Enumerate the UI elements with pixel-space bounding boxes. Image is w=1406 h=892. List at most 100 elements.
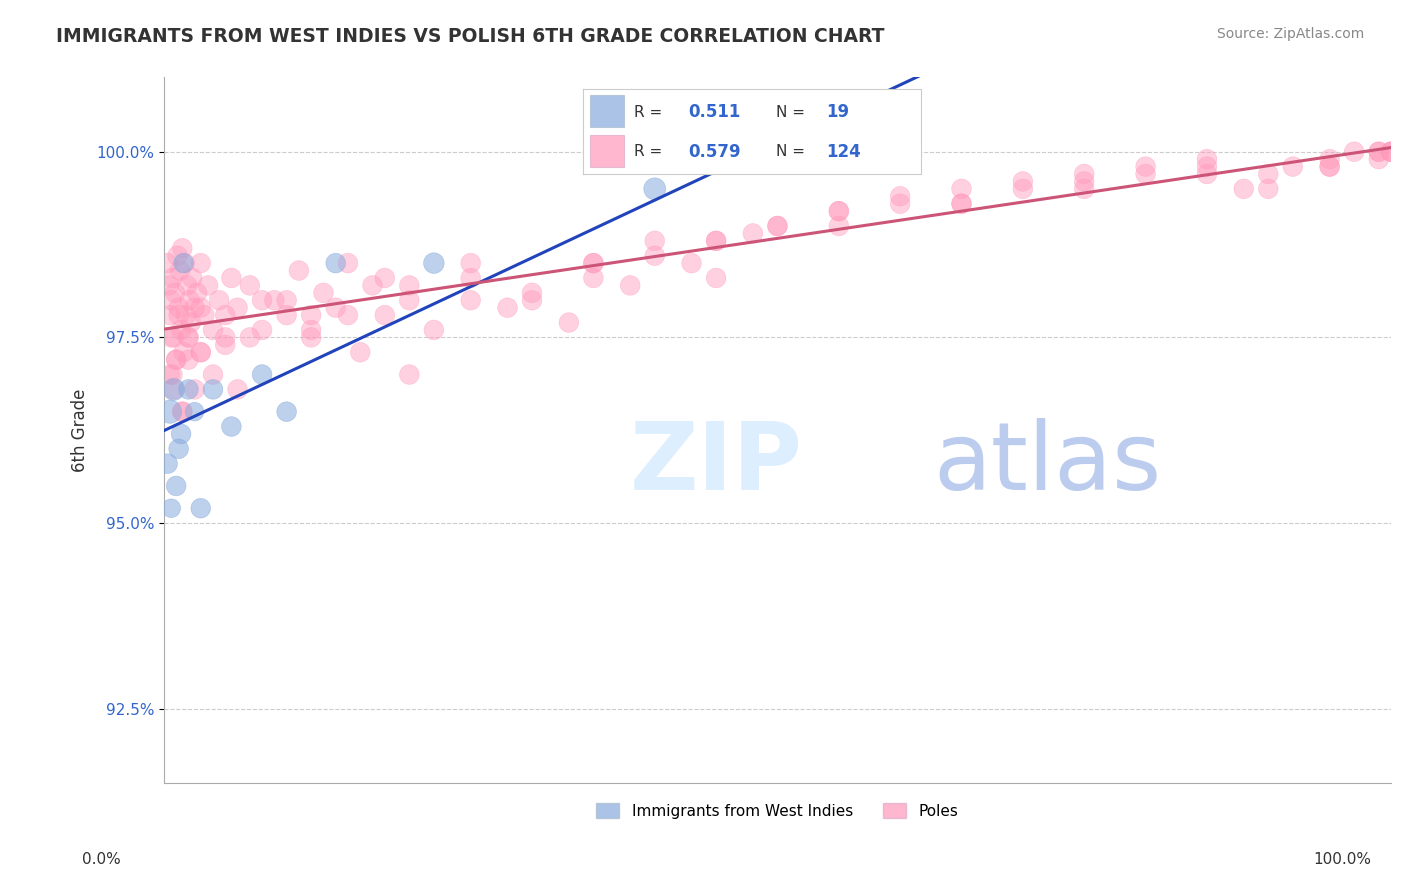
Point [1233, 182, 1256, 196]
Point [276, 308, 298, 322]
Point [169, 263, 191, 277]
Point [741, 227, 763, 241]
Legend: Immigrants from West Indies, Poles: Immigrants from West Indies, Poles [591, 797, 965, 825]
Text: 124: 124 [827, 143, 862, 161]
Point [177, 330, 200, 344]
Point [159, 308, 181, 322]
Text: N =: N = [776, 104, 804, 120]
Point [190, 256, 212, 270]
Point [170, 426, 193, 441]
Point [160, 330, 183, 344]
Point [644, 182, 666, 196]
Point [889, 196, 911, 211]
Point [496, 301, 519, 315]
Point [167, 308, 190, 322]
Point [201, 323, 224, 337]
Point [704, 234, 727, 248]
Point [1195, 167, 1218, 181]
Point [276, 293, 298, 308]
Point [681, 256, 703, 270]
Point [1195, 152, 1218, 166]
Point [165, 352, 187, 367]
Point [1073, 182, 1095, 196]
Point [160, 501, 183, 516]
Point [460, 293, 482, 308]
Point [165, 479, 187, 493]
Point [889, 189, 911, 203]
Point [766, 219, 789, 233]
Point [179, 293, 201, 308]
Point [160, 293, 183, 308]
Point [250, 323, 273, 337]
Point [325, 256, 347, 270]
Point [172, 241, 194, 255]
Point [950, 182, 973, 196]
Point [159, 405, 181, 419]
Point [299, 330, 322, 344]
Point [201, 383, 224, 397]
Point [1343, 145, 1365, 159]
Point [460, 271, 482, 285]
Point [197, 278, 219, 293]
Point [520, 293, 543, 308]
Point [163, 330, 186, 344]
Point [214, 308, 236, 322]
Point [1257, 167, 1279, 181]
Text: atlas: atlas [934, 417, 1161, 509]
Point [165, 352, 187, 367]
Text: 0.579: 0.579 [688, 143, 741, 161]
Point [173, 256, 195, 270]
Point [558, 316, 581, 330]
Bar [591, 135, 624, 167]
Point [181, 271, 204, 285]
Y-axis label: 6th Grade: 6th Grade [72, 389, 89, 472]
Point [190, 501, 212, 516]
Bar [591, 95, 624, 128]
Point [250, 293, 273, 308]
Point [183, 405, 205, 419]
Point [582, 256, 605, 270]
Point [644, 234, 666, 248]
Point [159, 368, 181, 382]
Point [1319, 160, 1341, 174]
Point [173, 345, 195, 359]
Point [221, 419, 243, 434]
Text: R =: R = [634, 104, 662, 120]
Point [183, 301, 205, 315]
Point [1012, 174, 1035, 188]
Point [1368, 152, 1391, 166]
Point [239, 278, 262, 293]
Point [336, 256, 359, 270]
Point [162, 368, 184, 382]
Point [176, 278, 198, 293]
Point [214, 338, 236, 352]
Point [423, 256, 446, 270]
Point [167, 301, 190, 315]
Point [214, 330, 236, 344]
Point [1379, 145, 1402, 159]
Point [177, 383, 200, 397]
Point [1319, 160, 1341, 174]
Point [177, 352, 200, 367]
Point [828, 145, 851, 159]
Text: 19: 19 [827, 103, 849, 121]
Point [1282, 160, 1305, 174]
Point [299, 308, 322, 322]
Text: IMMIGRANTS FROM WEST INDIES VS POLISH 6TH GRADE CORRELATION CHART: IMMIGRANTS FROM WEST INDIES VS POLISH 6T… [56, 27, 884, 45]
Point [263, 293, 285, 308]
Point [172, 405, 194, 419]
Point [208, 293, 231, 308]
Point [1319, 152, 1341, 166]
Point [177, 330, 200, 344]
Text: Source: ZipAtlas.com: Source: ZipAtlas.com [1216, 27, 1364, 41]
Point [1195, 160, 1218, 174]
Point [186, 285, 208, 300]
Point [167, 442, 190, 456]
Point [336, 308, 359, 322]
Point [288, 263, 311, 277]
Point [374, 308, 396, 322]
Point [520, 285, 543, 300]
Point [1379, 145, 1402, 159]
Point [828, 204, 851, 219]
Point [201, 368, 224, 382]
